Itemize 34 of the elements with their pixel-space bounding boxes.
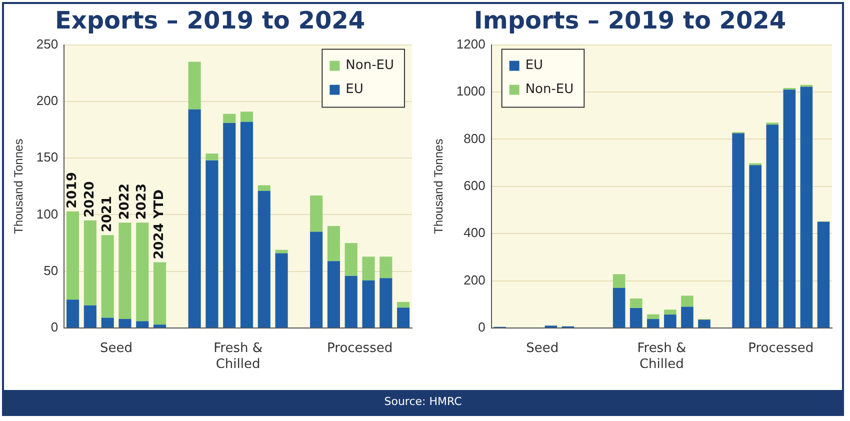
y-tick-label: 200: [464, 272, 486, 288]
x-tick-label: 2022: [117, 183, 132, 220]
x-tick-label: 2020: [82, 181, 98, 218]
y-tick-label: 600: [464, 178, 486, 193]
y-tick-label: 250: [36, 36, 58, 52]
y-tick-label: 150: [36, 150, 58, 165]
y-tick-label: 400: [464, 225, 486, 240]
text: Processed: [748, 340, 814, 356]
chart-title: Exports – 2019 to 2024: [54, 6, 366, 35]
y-tick-label: 200: [36, 93, 58, 108]
y-tick-label: 1000: [456, 84, 486, 99]
y-tick-label: 0: [50, 320, 58, 335]
y-tick-label: 800: [464, 130, 486, 146]
legend-label: EU: [346, 82, 364, 98]
legend-label: Non-EU: [525, 82, 574, 98]
text: Fresh & Chilled: [637, 340, 686, 372]
y-tick-label: 100: [36, 206, 58, 222]
legend-label: Non-EU: [346, 58, 394, 74]
y-tick-label: 0: [478, 320, 486, 335]
x-tick-label: 2024 YTD: [152, 189, 168, 260]
text: Processed: [327, 340, 393, 356]
y-tick-label: 50: [44, 262, 58, 278]
x-tick-label: 2023: [134, 183, 150, 220]
text: Seed: [100, 340, 133, 356]
chart-title: Imports – 2019 to 2024: [474, 6, 786, 35]
text: Seed: [526, 340, 559, 356]
text: Fresh & Chilled: [214, 340, 262, 372]
y-tick-label: 1200: [456, 36, 486, 52]
x-tick-label: 2019: [65, 172, 80, 208]
legend-label: EU: [525, 58, 544, 74]
source-note: Source: HMRC: [4, 390, 842, 414]
y-axis-title: Thousand Tonnes: [432, 138, 446, 234]
x-tick-label: 2021: [100, 196, 115, 232]
y-axis-title: Thousand Tonnes: [12, 138, 26, 234]
